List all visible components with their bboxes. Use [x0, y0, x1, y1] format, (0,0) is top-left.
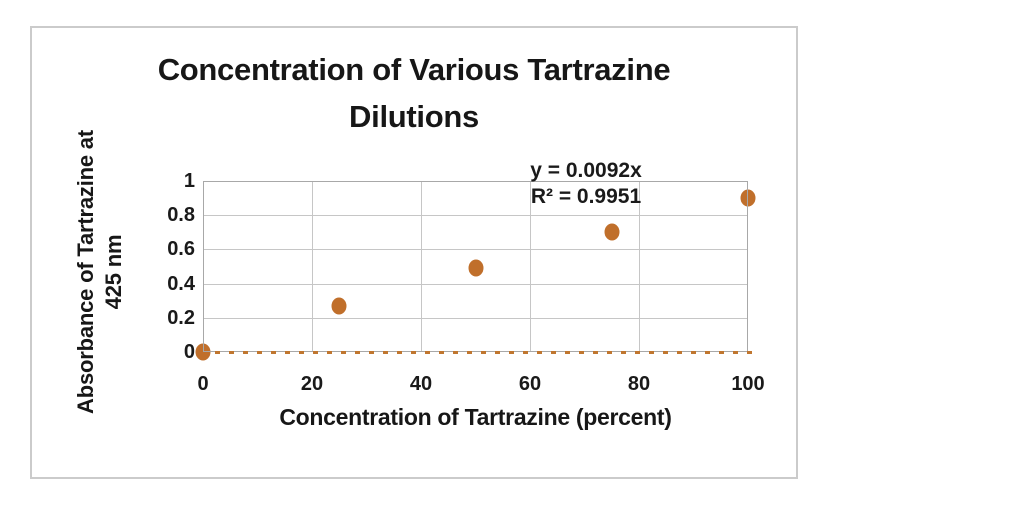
- y-tick-label: 0.4: [167, 272, 195, 295]
- vertical-gridline: [530, 181, 531, 352]
- trendline-r-squared: R² = 0.9951: [530, 185, 642, 208]
- x-tick-label: 0: [197, 373, 209, 395]
- dashed-trendline: [215, 351, 754, 354]
- trendline-label: y = 0.0092x R² = 0.9951: [530, 158, 642, 210]
- scatter-point: [740, 189, 756, 207]
- y-tick-label: 0.2: [167, 306, 195, 329]
- scatter-point: [604, 223, 620, 241]
- y-tick-label: 0: [183, 341, 195, 363]
- horizontal-gridline: [203, 215, 748, 217]
- x-tick-label: 60: [518, 373, 542, 395]
- scatter-point: [195, 343, 211, 361]
- x-tick-label: 40: [409, 373, 433, 395]
- plot-area: y = 0.0092x R² = 0.9951: [195, 159, 756, 361]
- chart-title: Concentration of Various Tartrazine Dilu…: [32, 46, 796, 140]
- y-tick-label: 0.6: [167, 238, 195, 261]
- chart-title-line2: Dilutions: [349, 99, 479, 134]
- vertical-gridline: [421, 181, 422, 352]
- y-axis-title-line2: 425 nm: [101, 234, 126, 310]
- scatter-point: [468, 259, 483, 277]
- vertical-gridline: [639, 181, 640, 352]
- trendline-equation: y = 0.0092x: [530, 159, 642, 182]
- horizontal-gridline: [203, 249, 748, 251]
- vertical-gridline: [312, 181, 313, 352]
- y-axis-title: Absorbance of Tartrazine at 425 nm: [72, 102, 128, 442]
- horizontal-gridline: [203, 317, 748, 319]
- horizontal-gridline: [203, 283, 748, 285]
- x-tick-label: 20: [300, 373, 324, 395]
- scatter-point: [331, 297, 347, 315]
- chart-container: Concentration of Various Tartrazine Dilu…: [30, 26, 798, 479]
- chart-title-line1: Concentration of Various Tartrazine: [157, 52, 671, 87]
- y-axis-title-line1: Absorbance of Tartrazine at: [73, 130, 98, 414]
- y-tick-label: 1: [183, 170, 195, 192]
- x-tick-label: 80: [627, 373, 651, 395]
- y-tick-label: 0.8: [167, 204, 195, 227]
- x-axis-title: Concentration of Tartrazine (percent): [279, 404, 672, 430]
- x-tick-label: 100: [731, 373, 765, 395]
